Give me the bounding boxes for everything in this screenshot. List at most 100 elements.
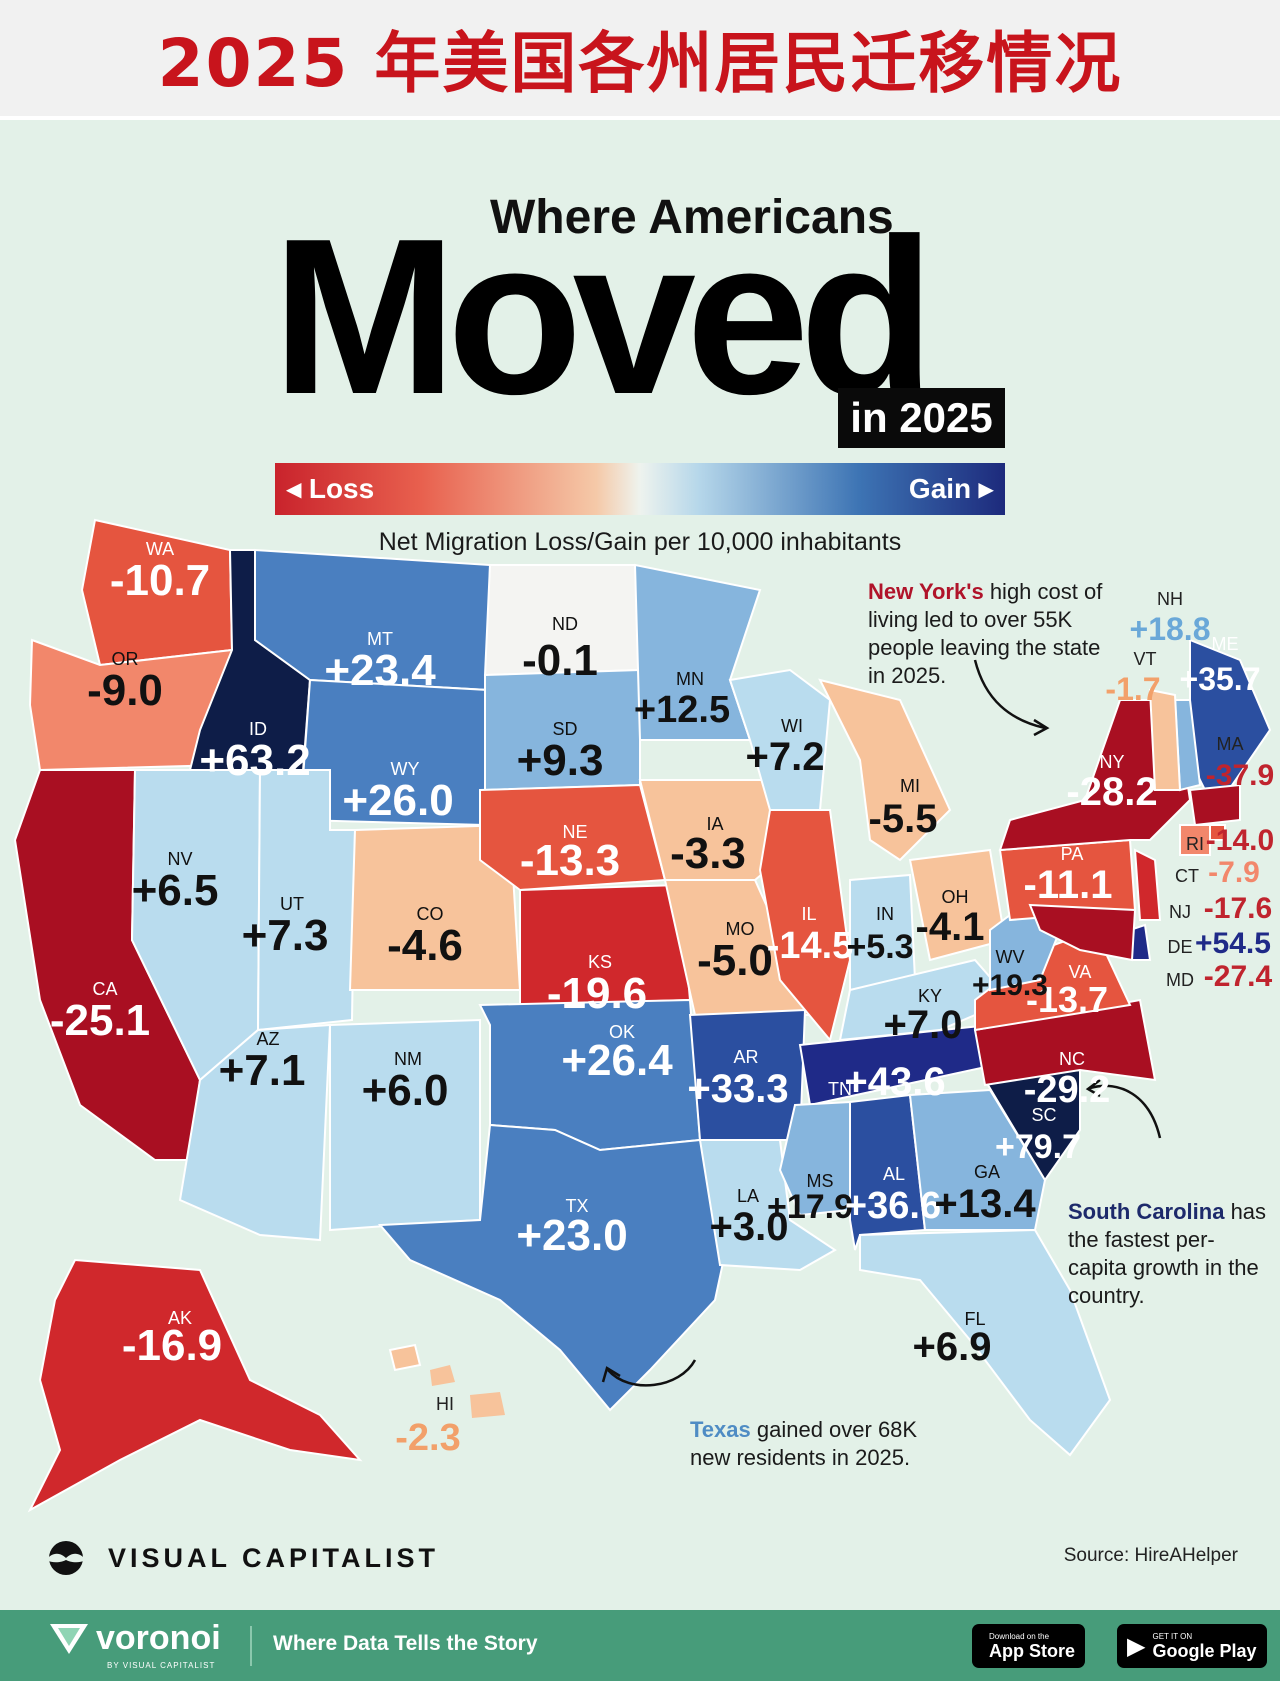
- state-value-de: +54.5: [1195, 927, 1271, 960]
- headline-small: Where Americans: [490, 191, 894, 244]
- state-label-ok: OK: [609, 1022, 635, 1042]
- app-store-button[interactable]: Download on the App Store: [972, 1624, 1086, 1668]
- state-value-ak: -16.9: [122, 1321, 222, 1370]
- state-value-al: +36.6: [845, 1185, 941, 1227]
- google-play-big: Google Play: [1152, 1640, 1257, 1661]
- state-label-wi: WI: [781, 716, 803, 736]
- state-label-md: MD: [1166, 970, 1194, 990]
- state-label-ak: AK: [168, 1308, 192, 1328]
- state-value-vt: -1.7: [1105, 671, 1160, 707]
- google-play-button[interactable]: ▶ GET IT ON Google Play: [1117, 1624, 1267, 1668]
- state-label-oh: OH: [942, 887, 969, 907]
- state-label-ar: AR: [733, 1047, 758, 1067]
- state-label-sd: SD: [552, 719, 577, 739]
- state-fl: [859, 1228, 1112, 1457]
- state-value-mi: -5.5: [869, 797, 938, 841]
- state-value-id: +63.2: [199, 736, 310, 785]
- state-value-sd: +9.3: [517, 736, 604, 785]
- state-value-oh: -4.1: [916, 905, 985, 949]
- state-value-hi: -2.3: [395, 1417, 460, 1459]
- state-value-in: +5.3: [846, 928, 913, 966]
- footer-divider: [250, 1626, 252, 1666]
- state-label-tn: TN: [828, 1079, 852, 1099]
- state-label-wv: WV: [996, 947, 1025, 967]
- voronoi-logo[interactable]: voronoi: [48, 1620, 221, 1656]
- us-map: WA-10.7 OR-9.0 CA-25.1 ID+63.2 NV+6.5 MT+23.4…: [13, 518, 1274, 1513]
- state-ne: [479, 783, 667, 892]
- ny-callout-arrowhead: [1033, 718, 1050, 737]
- state-label-nv: NV: [167, 849, 192, 869]
- state-mi: [818, 678, 952, 862]
- state-label-il: IL: [801, 904, 816, 924]
- tx-callout-text: gained over 68K new residents in 2025.: [690, 1417, 918, 1470]
- hawaii-island-2: [470, 1392, 505, 1418]
- state-value-va: -13.7: [1026, 979, 1108, 1020]
- state-value-wy: +26.0: [342, 776, 453, 825]
- state-value-nm: +6.0: [362, 1066, 449, 1115]
- state-label-mn: MN: [676, 669, 704, 689]
- state-value-wi: +7.2: [746, 735, 825, 779]
- state-value-ky: +7.0: [884, 1003, 963, 1047]
- state-label-nj: NJ: [1169, 902, 1191, 922]
- state-label-or: OR: [112, 649, 139, 669]
- mustache-icon: [46, 1541, 86, 1575]
- state-value-wa: -10.7: [110, 556, 210, 605]
- state-label-az: AZ: [256, 1029, 279, 1049]
- state-label-de: DE: [1167, 937, 1192, 957]
- state-value-md: -27.4: [1204, 960, 1273, 993]
- legend-subtitle: Net Migration Loss/Gain per 10,000 inhab…: [378, 528, 902, 556]
- play-icon: ▶: [1127, 1632, 1146, 1660]
- state-label-mo: MO: [726, 919, 755, 939]
- headline-year: in 2025: [838, 388, 1005, 448]
- state-label-wa: WA: [146, 539, 174, 559]
- ny-callout: New York's high cost of living led to ov…: [868, 578, 1118, 690]
- state-label-ut: UT: [280, 894, 304, 914]
- state-md: [1028, 903, 1137, 962]
- state-label-tx: TX: [565, 1196, 588, 1216]
- voronoi-sub: BY VISUAL CAPITALIST: [107, 1661, 216, 1670]
- state-value-ok: +26.4: [561, 1036, 673, 1085]
- state-label-mt: MT: [367, 629, 393, 649]
- state-label-ky: KY: [918, 986, 942, 1006]
- state-ma: [1188, 783, 1241, 827]
- legend-bar: ◂ Loss Gain ▸: [275, 463, 1005, 515]
- state-value-me: +35.7: [1180, 661, 1261, 697]
- state-value-nc: -29.2: [1024, 1069, 1111, 1111]
- state-value-ct: -7.9: [1208, 856, 1260, 889]
- voronoi-wordmark: voronoi: [96, 1619, 221, 1657]
- sc-callout-highlight: South Carolina: [1068, 1199, 1225, 1224]
- state-value-az: +7.1: [219, 1046, 306, 1095]
- state-hi: [388, 1343, 422, 1372]
- sc-callout-text: has the fastest per-capita growth in the…: [1068, 1199, 1267, 1308]
- state-nj: [1133, 848, 1162, 921]
- state-ny: [998, 699, 1192, 852]
- tx-callout-highlight: Texas: [690, 1417, 751, 1442]
- state-value-il: -14.5: [767, 925, 854, 967]
- state-value-nv: +6.5: [132, 866, 219, 915]
- state-az: [178, 1023, 332, 1242]
- state-label-co: CO: [417, 904, 444, 924]
- footer: voronoi BY VISUAL CAPITALIST Where Data …: [0, 1610, 1280, 1681]
- state-value-ut: +7.3: [242, 911, 329, 960]
- banner: 2025 年美国各州居民迁移情况: [0, 0, 1280, 120]
- app-store-big: App Store: [989, 1640, 1076, 1661]
- tx-callout-arrowhead: [601, 1366, 621, 1383]
- state-label-ca: CA: [92, 979, 117, 999]
- state-label-ks: KS: [588, 952, 612, 972]
- sc-callout-arrowhead: [1085, 1079, 1101, 1098]
- state-label-sc: SC: [1031, 1105, 1056, 1125]
- state-label-id: ID: [249, 719, 267, 739]
- state-value-mt: +23.4: [324, 646, 436, 695]
- state-label-mi: MI: [900, 776, 920, 796]
- state-value-mn: +12.5: [634, 689, 730, 731]
- state-value-wv: +19.3: [972, 969, 1048, 1002]
- sc-callout: South Carolina has the fastest per-capit…: [1068, 1198, 1268, 1310]
- state-label-in: IN: [876, 904, 894, 924]
- state-label-ms: MS: [807, 1171, 834, 1191]
- state-label-ri: RI: [1186, 834, 1204, 854]
- source-note: Source: HireAHelper: [1063, 1545, 1238, 1566]
- state-label-va: VA: [1069, 962, 1092, 982]
- ny-callout-highlight: New York's: [868, 579, 984, 604]
- state-label-wy: WY: [391, 759, 420, 779]
- state-value-ma: -37.9: [1206, 759, 1274, 792]
